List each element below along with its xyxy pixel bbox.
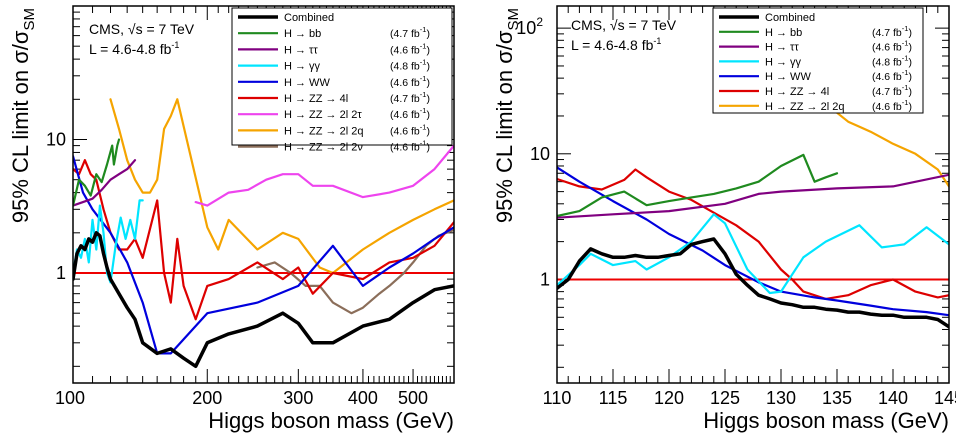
legend-entry-label: H → ZZ → 2l 2q bbox=[284, 125, 363, 137]
legend-entry-lumi: (4.6 fb-1) bbox=[872, 98, 912, 113]
x-tick-label: 110 bbox=[543, 388, 572, 408]
y-tick-label: 10 bbox=[46, 130, 66, 150]
legend-entry-lumi: (4.6 fb-1) bbox=[390, 122, 430, 137]
series-line-h-zz-2l-2q bbox=[109, 98, 454, 275]
legend-entry-lumi: (4.6 fb-1) bbox=[390, 74, 430, 89]
legend-entry-lumi: (4.7 fb-1) bbox=[390, 90, 430, 105]
series-line-combined bbox=[557, 237, 949, 329]
legend-entry-label: H → ZZ → 2l 2ν bbox=[284, 142, 363, 154]
plot-frame bbox=[556, 5, 950, 384]
legend-entry-lumi: (4.8 fb-1) bbox=[872, 53, 912, 68]
series-line-h-zz-4l bbox=[557, 168, 949, 300]
legend-entry-lumi: (4.6 fb-1) bbox=[390, 41, 430, 56]
legend-entry-label: H → bb bbox=[765, 27, 802, 39]
series-line-h bbox=[557, 213, 949, 295]
legend-entry-label: Combined bbox=[284, 12, 334, 24]
y-tick-label: 1 bbox=[56, 263, 66, 283]
legend-entry-label: H → γγ bbox=[284, 61, 321, 73]
legend-entry-lumi: (4.7 fb-1) bbox=[872, 24, 912, 39]
x-tick-label: 115 bbox=[599, 388, 628, 408]
y-axis-title: 95% CL limit on σ/σSM bbox=[492, 8, 522, 223]
x-tick-label: 135 bbox=[822, 388, 852, 408]
x-tick-label: 120 bbox=[654, 388, 684, 408]
y-axis-title: 95% CL limit on σ/σSM bbox=[8, 8, 38, 223]
y-tick-label: 1 bbox=[540, 269, 550, 289]
legend-entry-label: H → WW bbox=[765, 71, 811, 83]
x-tick-label: 200 bbox=[192, 388, 222, 408]
legend: Combined H → bb (4.7 fb-1) H → ττ (4.6 fb-1)… bbox=[231, 7, 453, 154]
cms-energy-label: CMS, √s = 7 TeV bbox=[571, 17, 677, 33]
legend-entry-label: H → ZZ → 4l bbox=[765, 86, 829, 98]
legend-entry-lumi: (4.6 fb-1) bbox=[872, 68, 912, 83]
legend-entry-label: H → ZZ → 4l bbox=[284, 93, 348, 105]
x-axis-title: Higgs boson mass (GeV) bbox=[208, 408, 454, 433]
legend-entry-label: Combined bbox=[765, 12, 815, 24]
luminosity-label: L = 4.6-4.8 fb-1 bbox=[89, 40, 179, 57]
x-tick-label: 500 bbox=[398, 388, 428, 408]
legend-entry-lumi: (4.8 fb-1) bbox=[390, 58, 430, 73]
legend-entry-lumi: (4.6 fb-1) bbox=[872, 39, 912, 54]
x-tick-label: 145 bbox=[934, 388, 956, 408]
chart-panel-2: 110115120125130135140145110102CMS, √s = … bbox=[492, 5, 956, 433]
x-tick-label: 100 bbox=[55, 388, 85, 408]
series-line-h-zz-2l-2 bbox=[256, 228, 454, 315]
series-line-h-ww bbox=[557, 166, 949, 317]
chart-panel-1: 100 200 300 400 500 1 10 CMS, √s = 7 TeV L = 4.6… bbox=[8, 5, 455, 433]
x-axis-title: Higgs boson mass (GeV) bbox=[703, 408, 949, 433]
series-line-h-zz-4l bbox=[73, 159, 454, 321]
x-tick-label: 130 bbox=[766, 388, 796, 408]
legend-entry-label: H → ττ bbox=[765, 42, 799, 54]
y-tick-label: 10 bbox=[530, 144, 550, 164]
legend-entry-label: H → γγ bbox=[765, 56, 802, 68]
series-line-h bbox=[557, 173, 949, 219]
x-tick-label: 125 bbox=[710, 388, 740, 408]
plot-frame bbox=[72, 5, 455, 384]
series-line-h-bb bbox=[557, 153, 839, 218]
x-tick-label: 400 bbox=[348, 388, 378, 408]
series-line-h bbox=[73, 159, 137, 207]
series-line-h-zz-2l-2 bbox=[194, 144, 454, 207]
legend-entry-lumi: (4.7 fb-1) bbox=[390, 25, 430, 40]
y-tick-label: 102 bbox=[516, 15, 543, 38]
x-tick-label: 300 bbox=[283, 388, 313, 408]
legend-entry-label: H → WW bbox=[284, 77, 330, 89]
legend-entry-lumi: (4.6 fb-1) bbox=[390, 106, 430, 121]
cms-energy-label: CMS, √s = 7 TeV bbox=[89, 21, 195, 37]
legend-entry-label: H → ZZ → 2l 2τ bbox=[284, 109, 362, 121]
legend-entry-label: H → ZZ → 2l 2q bbox=[765, 101, 844, 113]
legend-entry-label: H → bb bbox=[284, 28, 321, 40]
series-line-h-bb bbox=[73, 138, 121, 207]
series-line-h bbox=[73, 199, 144, 284]
series-line-h-ww bbox=[73, 155, 454, 355]
x-tick-label: 140 bbox=[878, 388, 908, 408]
series-line-combined bbox=[73, 231, 454, 369]
legend-entry-label: H → ττ bbox=[284, 44, 318, 56]
legend: Combined H → bb (4.7 fb-1) H → ττ (4.6 fb-1)… bbox=[712, 7, 924, 114]
legend-entry-lumi: (4.6 fb-1) bbox=[390, 139, 430, 154]
legend-entry-lumi: (4.7 fb-1) bbox=[872, 83, 912, 98]
luminosity-label: L = 4.6-4.8 fb-1 bbox=[571, 36, 661, 53]
